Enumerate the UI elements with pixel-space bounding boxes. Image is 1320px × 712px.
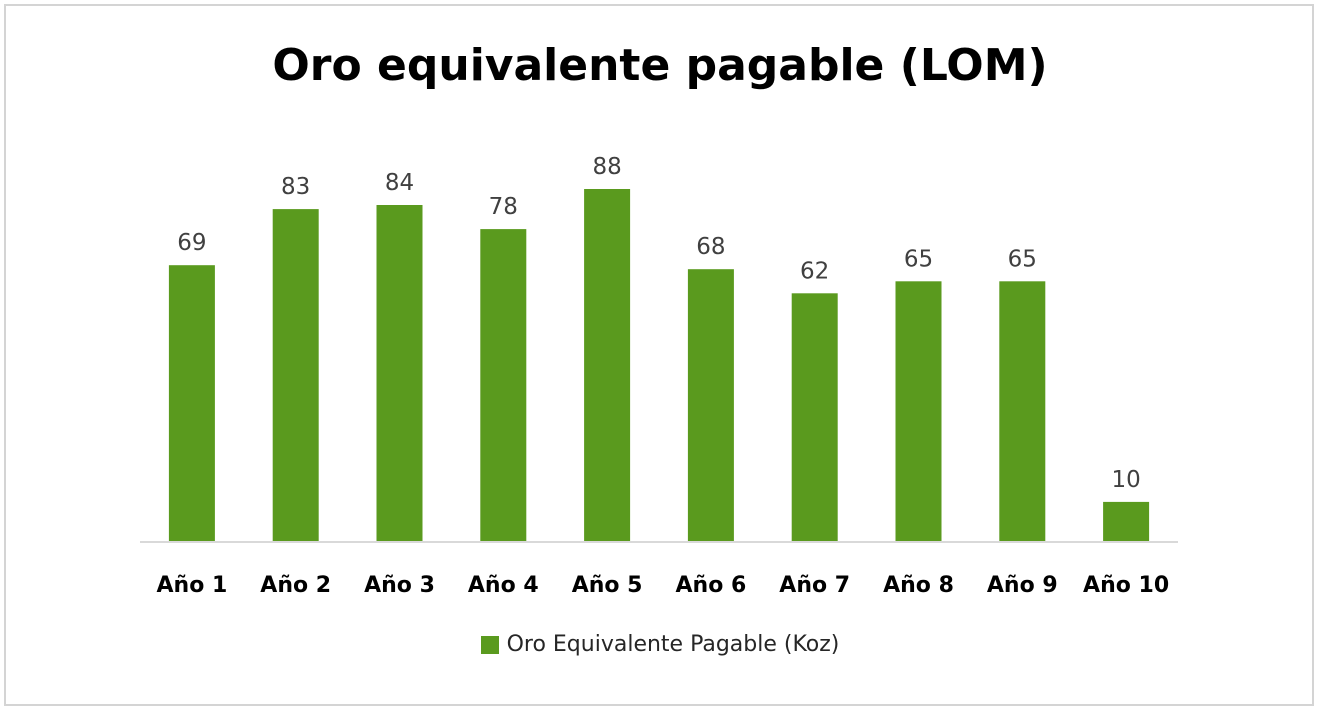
bar-7 — [791, 293, 838, 542]
x-tick-label-4: Año 4 — [468, 573, 539, 598]
x-tick-label-5: Año 5 — [572, 573, 643, 598]
data-label-1: 69 — [177, 230, 206, 256]
x-tick-label-2: Año 2 — [260, 573, 331, 598]
x-tick-label-7: Año 7 — [779, 573, 850, 598]
data-label-3: 84 — [385, 170, 414, 196]
legend-label: Oro Equivalente Pagable (Koz) — [506, 632, 840, 657]
legend-swatch — [480, 635, 499, 654]
data-label-9: 65 — [1008, 246, 1037, 272]
bars-layer — [168, 189, 1150, 542]
data-label-10: 10 — [1111, 467, 1140, 493]
bar-9 — [999, 281, 1046, 542]
data-label-2: 83 — [281, 174, 310, 200]
bar-4 — [480, 229, 527, 542]
x-tick-label-10: Año 10 — [1083, 573, 1169, 598]
bar-1 — [168, 265, 215, 542]
data-label-8: 65 — [904, 246, 933, 272]
bar-3 — [376, 205, 423, 542]
data-label-6: 68 — [696, 234, 725, 260]
data-label-5: 88 — [592, 154, 621, 180]
x-tick-label-1: Año 1 — [157, 573, 228, 598]
x-tick-label-8: Año 8 — [883, 573, 954, 598]
bar-10 — [1103, 501, 1150, 542]
legend: Oro Equivalente Pagable (Koz) — [0, 632, 1320, 657]
chart-title: Oro equivalente pagable (LOM) — [272, 40, 1048, 91]
data-label-4: 78 — [489, 194, 518, 220]
bar-6 — [687, 269, 734, 542]
x-tick-label-6: Año 6 — [676, 573, 747, 598]
data-label-7: 62 — [800, 258, 829, 284]
chart-frame — [4, 4, 1314, 706]
x-tick-label-3: Año 3 — [364, 573, 435, 598]
labels-layer: 69 Año 1 83 Año 2 84 Año 3 78 Año 4 88 Año 5 68 Año… — [157, 154, 1170, 598]
x-tick-label-9: Año 9 — [987, 573, 1058, 598]
bar-2 — [272, 209, 319, 542]
bar-8 — [895, 281, 942, 542]
bar-5 — [584, 189, 631, 542]
